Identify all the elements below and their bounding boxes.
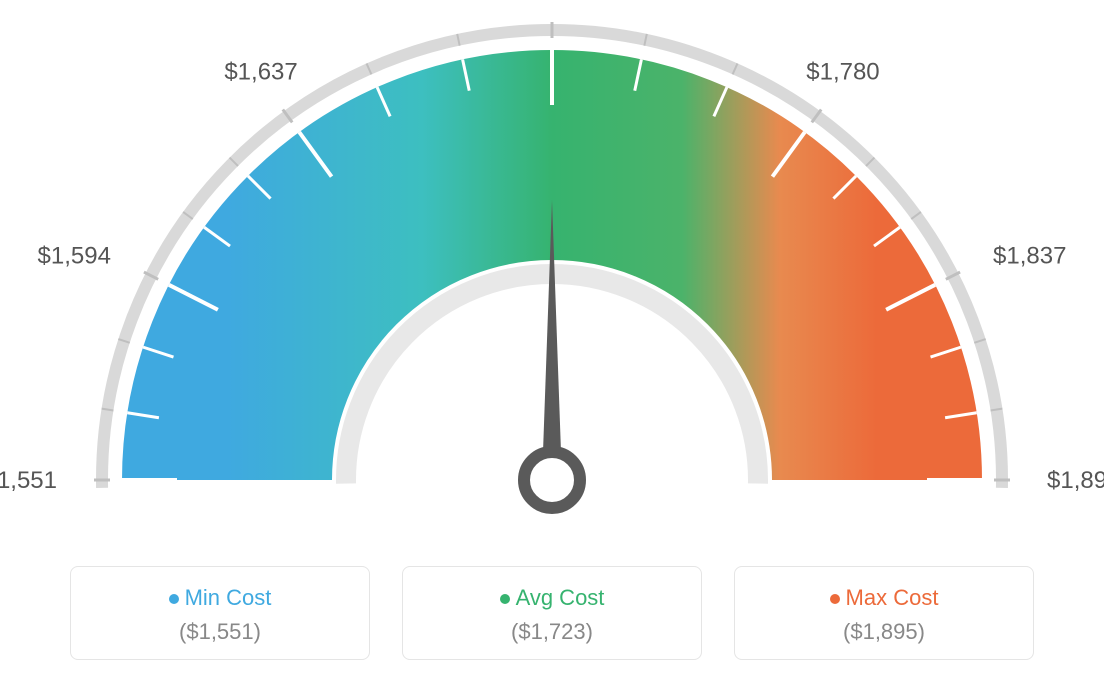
legend-card-min: Min Cost ($1,551) — [70, 566, 370, 660]
legend-value-max: ($1,895) — [747, 619, 1021, 645]
svg-text:$1,895: $1,895 — [1047, 467, 1104, 494]
legend-value-min: ($1,551) — [83, 619, 357, 645]
svg-text:$1,551: $1,551 — [0, 467, 57, 494]
svg-text:$1,837: $1,837 — [993, 242, 1066, 269]
legend-value-avg: ($1,723) — [415, 619, 689, 645]
gauge-svg: $1,551$1,594$1,637$1,723$1,780$1,837$1,8… — [0, 0, 1104, 560]
gauge-chart: $1,551$1,594$1,637$1,723$1,780$1,837$1,8… — [0, 0, 1104, 560]
legend-title-avg: Avg Cost — [415, 585, 689, 611]
legend-row: Min Cost ($1,551) Avg Cost ($1,723) Max … — [0, 566, 1104, 660]
legend-title-min-text: Min Cost — [185, 585, 272, 610]
legend-title-max: Max Cost — [747, 585, 1021, 611]
svg-text:$1,594: $1,594 — [38, 242, 111, 269]
svg-text:$1,637: $1,637 — [224, 59, 297, 86]
legend-card-avg: Avg Cost ($1,723) — [402, 566, 702, 660]
legend-title-avg-text: Avg Cost — [516, 585, 605, 610]
legend-dot-min — [169, 594, 179, 604]
legend-title-max-text: Max Cost — [846, 585, 939, 610]
legend-title-min: Min Cost — [83, 585, 357, 611]
legend-dot-avg — [500, 594, 510, 604]
svg-text:$1,780: $1,780 — [806, 59, 879, 86]
legend-card-max: Max Cost ($1,895) — [734, 566, 1034, 660]
legend-dot-max — [830, 594, 840, 604]
